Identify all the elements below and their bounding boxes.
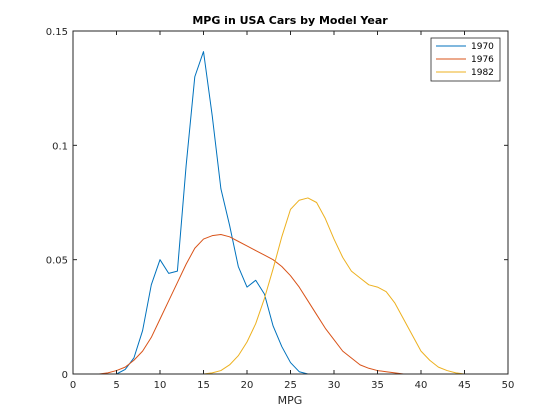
y-tick-label: 0.05 [46, 256, 68, 267]
y-tick-label: 0.1 [52, 141, 68, 152]
plot-area [73, 31, 508, 374]
ticks-layer: 0 5 10 15 20 25 30 35 40 45 50 0 0.05 0.1 0.15 [46, 27, 515, 391]
x-tick-label: 35 [371, 380, 384, 391]
y-tick-label: 0.15 [46, 27, 68, 38]
legend: 1970 1976 1982 [430, 37, 501, 82]
y-tick-label: 0 [62, 370, 68, 381]
legend-label-1982: 1982 [471, 68, 494, 78]
x-tick-label: 20 [241, 380, 254, 391]
x-tick-label: 5 [113, 380, 119, 391]
x-tick-label: 50 [502, 380, 515, 391]
x-tick-label: 25 [284, 380, 297, 391]
x-tick-label: 0 [70, 380, 76, 391]
chart-title: MPG in USA Cars by Model Year [192, 14, 388, 27]
x-tick-label: 10 [154, 380, 167, 391]
x-tick-label: 40 [415, 380, 428, 391]
x-tick-label: 45 [458, 380, 471, 391]
x-tick-label: 15 [197, 380, 210, 391]
legend-label-1976: 1976 [471, 55, 494, 65]
x-axis-label: MPG [278, 394, 303, 407]
legend-label-1970: 1970 [471, 42, 494, 52]
x-tick-label: 30 [328, 380, 341, 391]
